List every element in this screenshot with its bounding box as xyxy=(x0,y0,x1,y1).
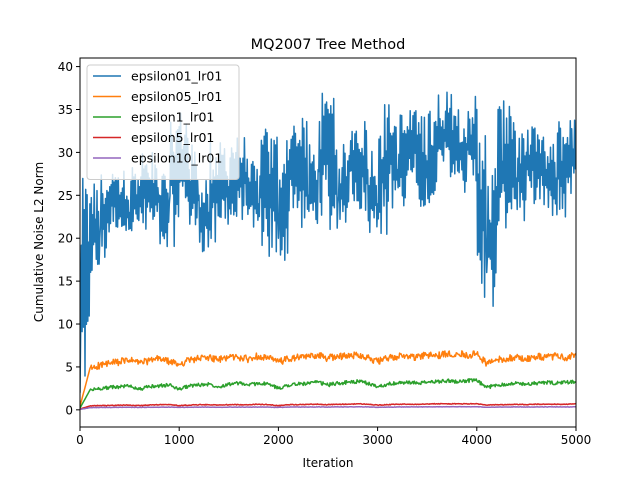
y-tick-label: 5 xyxy=(65,360,73,374)
x-tick-label: 4000 xyxy=(462,433,493,447)
x-axis: 0 1000 2000 3000 4000 5000 xyxy=(76,427,591,447)
chart-title: MQ2007 Tree Method xyxy=(251,37,406,53)
y-tick-label: 30 xyxy=(58,146,73,160)
series-line-epsilon05_lr01 xyxy=(80,350,576,407)
series-line-epsilon10_lr01 xyxy=(80,405,576,411)
y-axis: 0 5 10 15 20 25 30 35 40 xyxy=(58,60,80,417)
y-tick-label: 20 xyxy=(58,232,73,246)
legend-label-epsilon5_lr01: epsilon5_lr01 xyxy=(131,130,214,145)
legend: epsilon01_lr01 epsilon05_lr01 epsilon1_lr0… xyxy=(86,64,240,180)
legend-box xyxy=(86,64,240,180)
series-line-epsilon01_lr01 xyxy=(80,91,576,393)
x-tick-label: 2000 xyxy=(263,433,294,447)
x-tick-label: 3000 xyxy=(362,433,393,447)
y-tick-label: 15 xyxy=(58,275,73,289)
series-line-epsilon1_lr01 xyxy=(80,378,576,409)
y-tick-label: 35 xyxy=(58,103,73,117)
legend-label-epsilon10_lr01: epsilon10_lr01 xyxy=(131,151,222,166)
y-tick-label: 0 xyxy=(65,403,73,417)
x-tick-label: 5000 xyxy=(561,433,592,447)
x-tick-label: 1000 xyxy=(164,433,195,447)
plot-area xyxy=(79,57,577,428)
y-axis-label: Cumulative Noise L2 Norm xyxy=(32,162,46,322)
y-tick-label: 10 xyxy=(58,318,73,332)
y-tick-label: 25 xyxy=(58,189,73,203)
legend-label-epsilon05_lr01: epsilon05_lr01 xyxy=(131,89,222,104)
x-tick-label: 0 xyxy=(76,433,84,447)
legend-label-epsilon01_lr01: epsilon01_lr01 xyxy=(131,69,222,84)
series-line-epsilon5_lr01 xyxy=(80,402,576,410)
legend-label-epsilon1_lr01: epsilon1_lr01 xyxy=(131,110,214,125)
y-tick-label: 40 xyxy=(58,60,73,74)
axes-frame xyxy=(79,57,577,428)
series-lines xyxy=(80,91,576,411)
x-axis-label: Iteration xyxy=(303,456,354,470)
